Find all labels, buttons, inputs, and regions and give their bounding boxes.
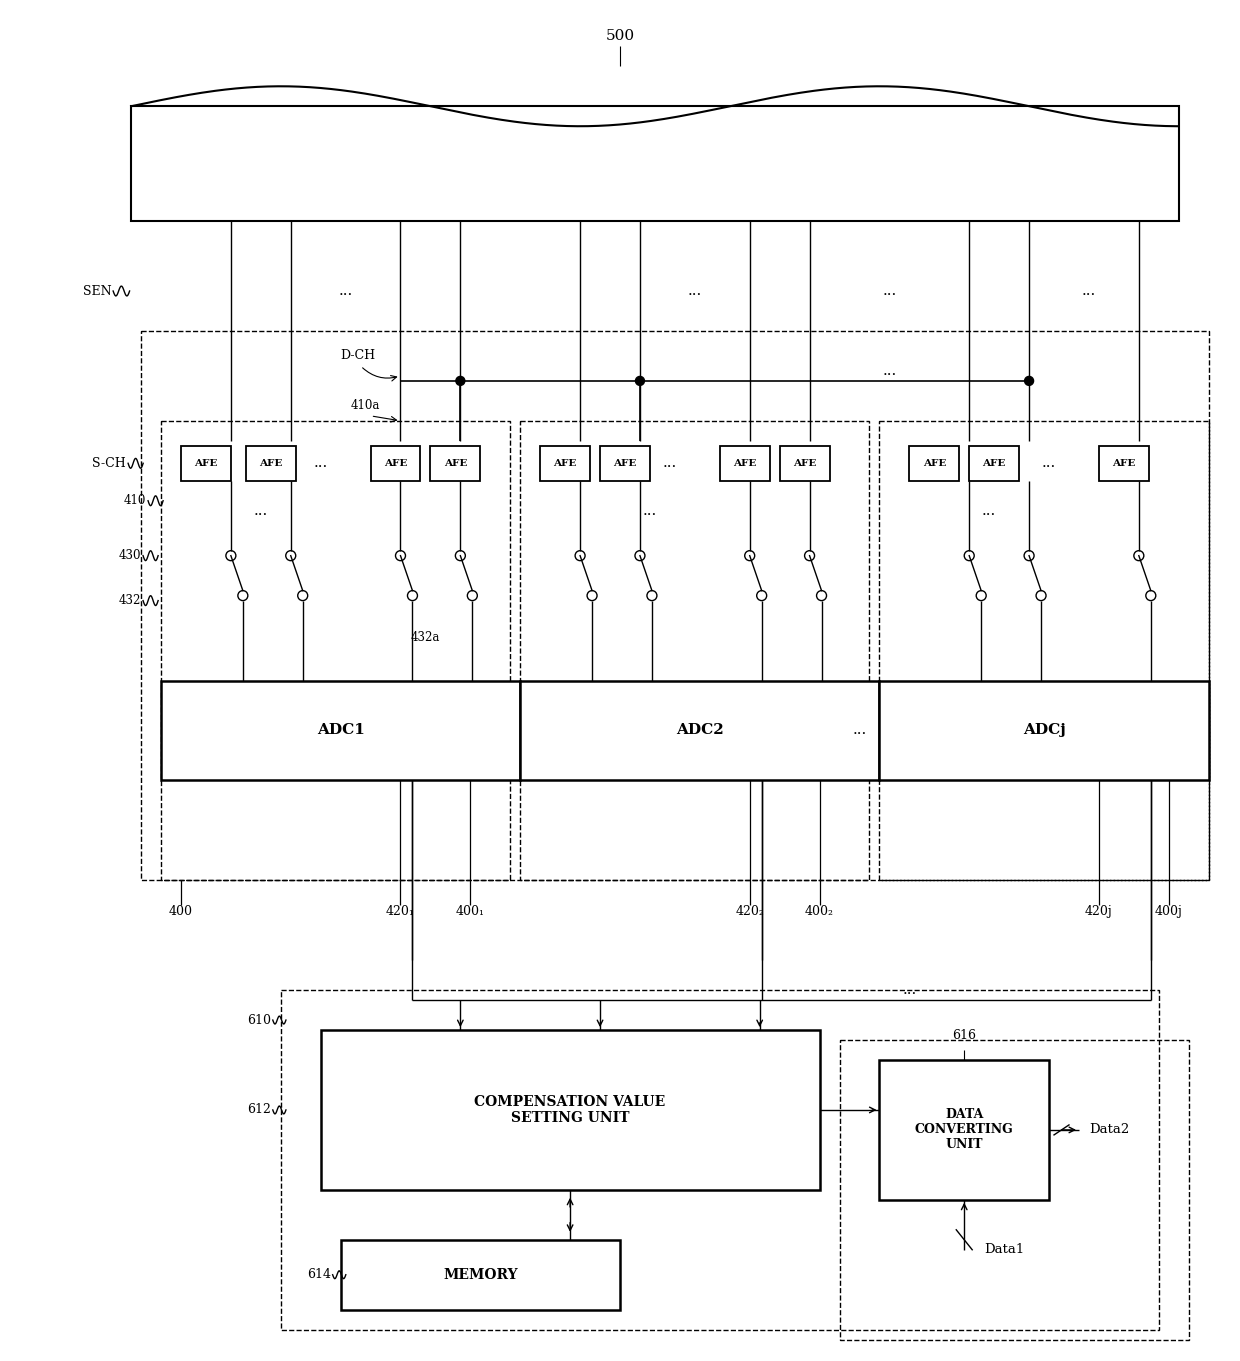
Bar bbox=[879, 421, 1209, 881]
Text: ...: ... bbox=[883, 284, 897, 298]
Text: ...: ... bbox=[1042, 456, 1056, 471]
Text: ...: ... bbox=[903, 983, 916, 998]
Text: ADC2: ADC2 bbox=[676, 724, 724, 738]
Text: 420₁: 420₁ bbox=[386, 905, 415, 919]
Text: AFE: AFE bbox=[553, 459, 577, 468]
Text: 410: 410 bbox=[124, 494, 146, 508]
Bar bbox=[141, 331, 1209, 881]
Bar bbox=[246, 446, 295, 480]
Bar bbox=[521, 680, 879, 780]
Text: D-CH: D-CH bbox=[341, 350, 376, 362]
Text: 400j: 400j bbox=[1154, 905, 1183, 919]
Text: ...: ... bbox=[688, 284, 702, 298]
Text: ...: ... bbox=[662, 456, 677, 471]
Bar bbox=[521, 421, 869, 881]
Text: Data1: Data1 bbox=[985, 1243, 1024, 1256]
Bar bbox=[430, 446, 480, 480]
Text: ...: ... bbox=[339, 284, 352, 298]
Bar bbox=[341, 1240, 620, 1309]
Bar bbox=[181, 446, 231, 480]
Text: COMPENSATION VALUE
SETTING UNIT: COMPENSATION VALUE SETTING UNIT bbox=[475, 1094, 666, 1126]
Bar bbox=[371, 446, 420, 480]
Bar bbox=[131, 106, 1179, 220]
Text: DATA
CONVERTING
UNIT: DATA CONVERTING UNIT bbox=[915, 1108, 1013, 1151]
Bar bbox=[280, 989, 1159, 1330]
Text: 430: 430 bbox=[119, 548, 141, 562]
Text: 432a: 432a bbox=[410, 630, 440, 644]
Bar bbox=[839, 1040, 1189, 1339]
Text: AFE: AFE bbox=[792, 459, 816, 468]
Circle shape bbox=[635, 377, 645, 385]
Bar bbox=[1099, 446, 1148, 480]
Bar bbox=[879, 1060, 1049, 1200]
Text: 432: 432 bbox=[119, 595, 141, 607]
Text: ADCj: ADCj bbox=[1023, 724, 1065, 738]
Text: 420₂: 420₂ bbox=[735, 905, 764, 919]
Text: S-CH: S-CH bbox=[92, 457, 126, 470]
Bar bbox=[780, 446, 830, 480]
Text: ...: ... bbox=[1081, 284, 1096, 298]
Bar bbox=[321, 1030, 820, 1190]
Text: AFE: AFE bbox=[923, 459, 946, 468]
Text: ...: ... bbox=[642, 504, 657, 517]
Text: 420j: 420j bbox=[1085, 905, 1112, 919]
Bar bbox=[161, 421, 510, 881]
Text: AFE: AFE bbox=[195, 459, 217, 468]
Text: ...: ... bbox=[254, 504, 268, 517]
Circle shape bbox=[456, 377, 465, 385]
Circle shape bbox=[1024, 377, 1034, 385]
Bar bbox=[600, 446, 650, 480]
Text: AFE: AFE bbox=[733, 459, 756, 468]
Text: ...: ... bbox=[314, 456, 327, 471]
Text: AFE: AFE bbox=[384, 459, 407, 468]
Text: AFE: AFE bbox=[1112, 459, 1136, 468]
Text: ...: ... bbox=[982, 504, 996, 517]
Bar bbox=[909, 446, 960, 480]
Text: AFE: AFE bbox=[259, 459, 283, 468]
Text: 610: 610 bbox=[247, 1014, 270, 1026]
Bar bbox=[970, 446, 1019, 480]
Text: Data2: Data2 bbox=[1089, 1123, 1130, 1136]
Text: AFE: AFE bbox=[982, 459, 1006, 468]
Text: MEMORY: MEMORY bbox=[443, 1267, 517, 1282]
Bar bbox=[879, 680, 1209, 780]
Text: ADC1: ADC1 bbox=[316, 724, 365, 738]
Bar bbox=[161, 680, 521, 780]
Text: ...: ... bbox=[883, 363, 897, 378]
Text: 400: 400 bbox=[169, 905, 193, 919]
Text: AFE: AFE bbox=[614, 459, 636, 468]
Text: 614: 614 bbox=[306, 1268, 331, 1281]
Text: 500: 500 bbox=[605, 30, 635, 44]
Text: 410a: 410a bbox=[351, 399, 379, 412]
Text: SEN: SEN bbox=[83, 284, 112, 298]
Text: AFE: AFE bbox=[444, 459, 467, 468]
Text: ...: ... bbox=[852, 724, 867, 738]
Text: 400₁: 400₁ bbox=[456, 905, 485, 919]
Text: 612: 612 bbox=[247, 1104, 270, 1116]
Text: 400₂: 400₂ bbox=[805, 905, 835, 919]
Text: 616: 616 bbox=[952, 1029, 976, 1041]
Bar bbox=[719, 446, 770, 480]
Bar bbox=[541, 446, 590, 480]
